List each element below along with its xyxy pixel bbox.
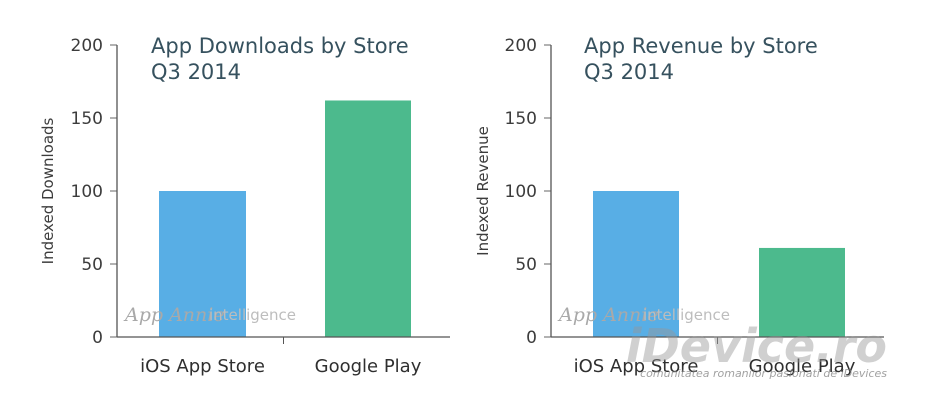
chart-2-watermark-suffix: intelligence xyxy=(643,306,730,324)
chart-2-bar xyxy=(759,247,845,337)
site-watermark-text: iDevice.ro xyxy=(625,319,887,373)
chart-2-category-label: iOS App Store xyxy=(574,356,699,377)
chart-1-category-label: iOS App Store xyxy=(140,356,265,377)
chart-1-ytick-label: 150 xyxy=(71,109,103,129)
chart-1-ytick-label: 200 xyxy=(71,36,103,56)
chart-1-watermark-suffix: intelligence xyxy=(209,306,296,324)
chart-1-ytick-label: 0 xyxy=(92,328,103,348)
chart-1-bar xyxy=(325,100,411,337)
chart-1-watermark-brand: App Annie xyxy=(123,304,225,326)
chart-1-title: App Downloads by Store xyxy=(151,34,409,58)
chart-2-ytick-label: 0 xyxy=(526,328,537,348)
site-watermark-tagline: comunitatea romanilor pasionati de iDevi… xyxy=(640,367,887,380)
chart-2-watermark-brand: App Annie xyxy=(557,304,659,326)
site-watermark: iDevice.ro comunitatea romanilor pasiona… xyxy=(626,323,887,380)
chart-2-ytick-label: 100 xyxy=(505,182,537,202)
chart-1-ytick-label: 100 xyxy=(71,182,103,202)
chart-1-category-label: Google Play xyxy=(315,356,422,377)
chart-1-subtitle: Q3 2014 xyxy=(151,60,242,84)
chart-1-ytick-label: 50 xyxy=(81,255,103,275)
chart-2-subtitle: Q3 2014 xyxy=(584,60,675,84)
chart-2-ytick-label: 200 xyxy=(505,36,537,56)
chart-2-ytick-label: 150 xyxy=(505,109,537,129)
chart-2-bar xyxy=(593,191,679,337)
chart-1-bar xyxy=(159,191,246,337)
chart-2-ytick-label: 50 xyxy=(515,255,537,275)
chart-2-title: App Revenue by Store xyxy=(584,34,818,58)
chart-2-y-axis-title: Indexed Revenue xyxy=(474,126,492,256)
chart-2-category-label: Google Play xyxy=(749,356,856,377)
chart-1-y-axis-title: Indexed Downloads xyxy=(39,117,57,264)
